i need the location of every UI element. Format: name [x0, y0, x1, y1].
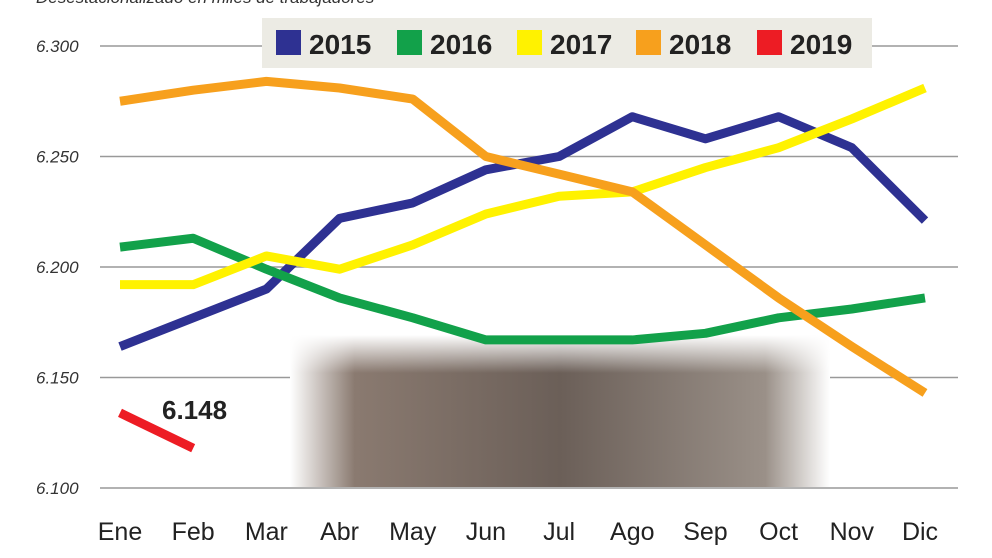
legend-label: 2018: [669, 29, 731, 60]
series-line-2017: [120, 83, 927, 290]
legend-label: 2017: [550, 29, 612, 60]
x-tick-label: Ene: [98, 518, 142, 546]
legend-swatch-2017: [517, 30, 542, 55]
x-tick-label: Ago: [610, 518, 654, 546]
series-line-2019: [118, 408, 196, 453]
x-tick-label: May: [389, 518, 437, 546]
series-line-2018: [119, 76, 928, 397]
legend-swatch-2015: [276, 30, 301, 55]
legend-label: 2015: [309, 29, 371, 60]
x-tick-label: Sep: [683, 518, 727, 546]
y-tick-label: 6.100: [36, 479, 79, 498]
legend-swatch-2018: [636, 30, 661, 55]
x-tick-label: Abr: [320, 518, 359, 546]
legend-label: 2016: [430, 29, 492, 60]
x-tick-label: Dic: [902, 518, 938, 546]
x-tick-label: Jun: [466, 518, 506, 546]
legend-label: 2019: [790, 29, 852, 60]
y-tick-label: 6.200: [36, 258, 79, 277]
photo-fade: [290, 335, 830, 487]
chart-subtitle: Desestacionalizado en miles de trabajado…: [36, 0, 374, 8]
legend-swatch-2016: [397, 30, 422, 55]
y-tick-label: 6.250: [36, 148, 79, 167]
x-tick-label: Nov: [830, 518, 875, 546]
legend-swatch-2019: [757, 30, 782, 55]
x-tick-label: Mar: [245, 518, 288, 546]
annotation-2019: 6.148: [162, 395, 227, 425]
x-tick-label: Oct: [759, 518, 798, 546]
y-tick-label: 6.150: [36, 369, 79, 388]
x-tick-label: Feb: [172, 518, 215, 546]
series-line-2016: [119, 233, 926, 345]
x-tick-label: Jul: [543, 518, 575, 546]
y-tick-label: 6.300: [36, 37, 79, 56]
